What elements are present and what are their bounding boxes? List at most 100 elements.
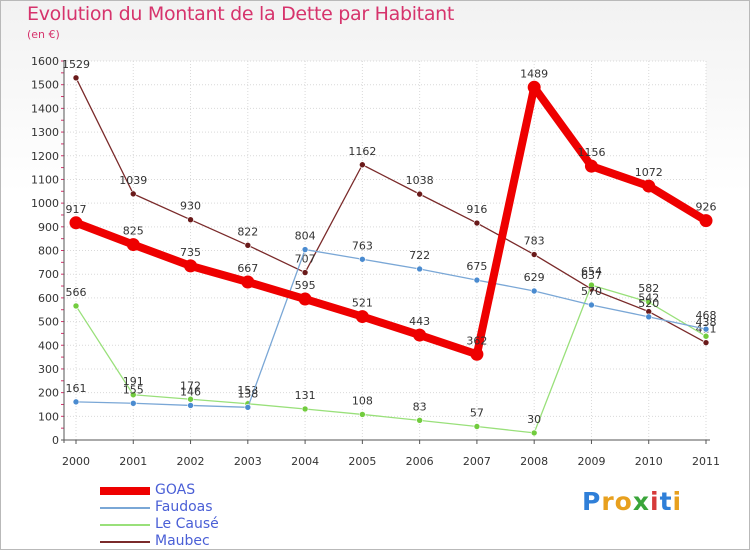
- data-label-le-caus-: 131: [295, 389, 316, 402]
- data-point-goas: [470, 347, 484, 361]
- y-tick-label: 0: [52, 434, 59, 447]
- data-label-maubec: 1529: [62, 58, 90, 71]
- data-label-maubec: 1162: [348, 145, 376, 158]
- data-point-goas: [584, 159, 598, 173]
- data-point-maubec: [244, 241, 252, 249]
- data-point-le-caus-: [530, 429, 538, 437]
- data-label-le-caus-: 191: [123, 375, 144, 388]
- data-label-goas: 595: [295, 279, 316, 292]
- data-point-le-caus-: [473, 423, 481, 430]
- y-tick-label: 1000: [31, 197, 59, 210]
- series-faudoas: 161 155 146 138 804 763 722 675 629 570 520 468: [66, 230, 717, 411]
- data-point-goas: [527, 80, 541, 94]
- x-tick-label: 2007: [463, 455, 491, 468]
- data-point-faudoas: [473, 276, 481, 284]
- x-tick-label: 2011: [692, 455, 720, 468]
- logo-letter: i: [650, 487, 660, 516]
- x-tick-label: 2009: [577, 455, 605, 468]
- data-point-le-caus-: [72, 302, 80, 310]
- data-label-le-caus-: 172: [180, 379, 201, 392]
- logo-letter: i: [672, 487, 683, 516]
- y-tick-label: 1500: [31, 79, 59, 92]
- data-point-faudoas: [244, 404, 252, 411]
- series-maubec: 1529103993082270711621038916783637542411: [62, 58, 717, 346]
- legend-swatch-le-caus-: [100, 524, 150, 526]
- data-point-goas: [642, 179, 656, 193]
- data-point-goas: [298, 292, 312, 306]
- x-tick-label: 2000: [62, 455, 90, 468]
- data-point-le-caus-: [645, 298, 653, 306]
- data-point-faudoas: [645, 313, 653, 321]
- data-label-goas: 825: [123, 225, 144, 238]
- data-point-faudoas: [588, 301, 595, 309]
- data-point-goas: [355, 310, 369, 324]
- x-tick-label: 2005: [348, 455, 376, 468]
- data-point-maubec: [702, 339, 710, 346]
- legend-swatch-goas: [100, 487, 150, 495]
- proxiti-logo: Proxiti: [582, 487, 682, 516]
- y-tick-label: 500: [38, 316, 59, 329]
- data-point-maubec: [72, 74, 80, 82]
- data-label-maubec: 916: [466, 203, 487, 216]
- y-tick-label: 100: [38, 410, 59, 423]
- y-tick-label: 200: [38, 387, 59, 400]
- data-label-goas: 1489: [520, 67, 548, 80]
- x-tick-label: 2010: [635, 455, 663, 468]
- data-label-goas: 735: [180, 246, 201, 259]
- data-label-le-caus-: 582: [638, 282, 659, 295]
- data-label-goas: 521: [352, 297, 373, 310]
- data-point-goas: [184, 259, 198, 273]
- chart-subtitle: (en €): [27, 28, 60, 41]
- y-tick-label: 700: [38, 268, 59, 281]
- data-point-faudoas: [702, 325, 710, 333]
- data-point-faudoas: [301, 246, 309, 253]
- data-label-faudoas: 520: [638, 297, 659, 310]
- data-label-faudoas: 629: [524, 271, 545, 284]
- x-tick-label: 2004: [291, 455, 319, 468]
- data-label-le-caus-: 108: [352, 394, 373, 407]
- logo-letter: P: [582, 487, 602, 516]
- y-tick-label: 1300: [31, 126, 59, 139]
- legend-label-faudoas: Faudoas: [155, 499, 213, 515]
- data-label-faudoas: 468: [696, 309, 717, 322]
- data-label-goas: 443: [409, 315, 430, 328]
- data-point-maubec: [187, 216, 194, 224]
- data-point-goas: [241, 275, 255, 289]
- y-tick-label: 800: [38, 245, 59, 258]
- data-point-maubec: [359, 161, 366, 169]
- data-label-le-caus-: 30: [527, 413, 541, 426]
- y-tick-label: 400: [38, 339, 59, 352]
- y-tick-label: 1400: [31, 102, 59, 115]
- data-point-le-caus-: [588, 281, 595, 289]
- data-label-maubec: 930: [180, 200, 201, 213]
- data-point-goas: [69, 216, 83, 230]
- data-point-faudoas: [359, 255, 366, 263]
- data-label-le-caus-: 57: [470, 406, 484, 419]
- data-point-le-caus-: [129, 391, 137, 399]
- y-tick-label: 300: [38, 363, 59, 376]
- logo-letter: o: [614, 487, 633, 516]
- data-label-maubec: 637: [581, 269, 602, 282]
- x-tick-label: 2001: [119, 455, 147, 468]
- data-label-maubec: 783: [524, 235, 545, 248]
- y-tick-label: 600: [38, 292, 59, 305]
- data-label-maubec: 542: [638, 292, 659, 305]
- data-point-maubec: [473, 219, 481, 227]
- legend-swatch-maubec: [100, 541, 150, 543]
- y-tick-label: 1600: [31, 55, 59, 68]
- data-point-le-caus-: [359, 411, 366, 418]
- series-line-maubec: [75, 77, 707, 344]
- data-label-maubec: 1039: [119, 174, 147, 187]
- data-label-le-caus-: 83: [413, 400, 427, 413]
- y-tick-label: 1200: [31, 150, 59, 163]
- data-label-faudoas: 146: [180, 385, 201, 398]
- data-point-maubec: [530, 251, 538, 258]
- logo-letter: t: [659, 487, 673, 516]
- data-label-maubec: 1038: [406, 174, 434, 187]
- data-point-le-caus-: [301, 405, 309, 413]
- data-label-goas: 926: [696, 201, 717, 214]
- data-label-le-caus-: 438: [696, 316, 717, 329]
- series-line-le-caus-: [75, 284, 707, 434]
- data-point-faudoas: [187, 402, 194, 409]
- series-goas: 917 825 735 667 595 521 443 362 1489 1156 1072 926: [66, 67, 717, 361]
